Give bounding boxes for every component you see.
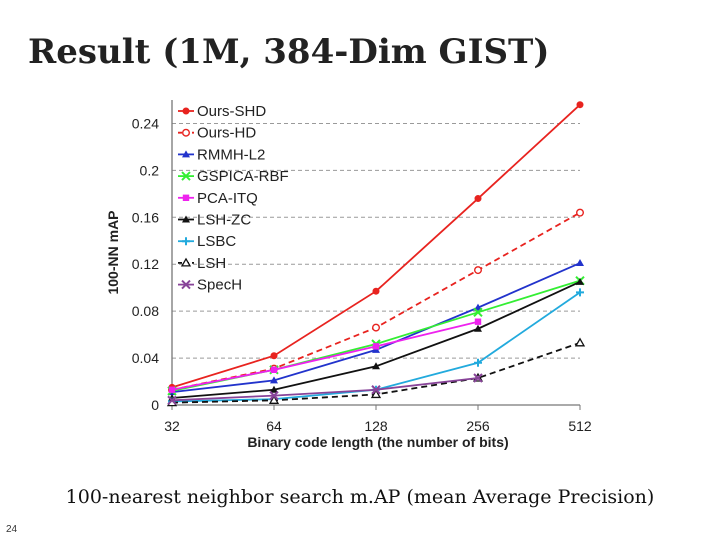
data-point — [576, 208, 585, 217]
data-point — [576, 277, 584, 285]
data-point — [473, 373, 483, 383]
legend-entry: RMMH-L2 — [178, 146, 265, 163]
x-axis-label: Binary code length (the number of bits) — [247, 434, 508, 450]
page-number: 24 — [6, 524, 18, 535]
legend-label: LSBC — [197, 233, 236, 250]
legend-marker — [182, 150, 190, 158]
y-tick-label: 0 — [151, 397, 159, 413]
legend-marker — [182, 215, 190, 223]
data-point — [270, 385, 278, 393]
y-tick-label: 0.2 — [140, 162, 160, 178]
legend-label: SpecH — [197, 277, 242, 294]
legend-entry: PCA-ITQ — [178, 190, 258, 207]
legend-entry: GSPICA-RBF — [178, 168, 289, 185]
data-point — [474, 324, 482, 332]
legend-label: Ours-HD — [197, 125, 256, 142]
grid — [172, 122, 580, 359]
legend-label: LSH-ZC — [197, 212, 251, 229]
legend-label: Ours-SHD — [197, 103, 266, 120]
y-tick-label: 0.16 — [132, 209, 159, 225]
legend: Ours-SHD Ours-HD RMMH-L2 GSPICA-RBF PCA-ITQ L… — [178, 103, 289, 294]
legend-marker — [181, 171, 191, 181]
legend-label: GSPICA-RBF — [197, 168, 289, 185]
legend-entry: LSH-ZC — [178, 212, 251, 229]
series-line — [171, 279, 581, 392]
data-point — [372, 323, 381, 332]
data-point — [268, 394, 280, 404]
y-tick-label: 0.08 — [132, 303, 159, 319]
y-tick-label: 0.12 — [132, 256, 159, 272]
data-point — [270, 366, 278, 374]
data-point — [474, 318, 482, 325]
data-point — [473, 307, 483, 318]
legend-entry: Ours-HD — [178, 125, 256, 142]
x-tick-label: 32 — [164, 418, 180, 434]
series-line — [171, 320, 479, 391]
series-lines — [166, 101, 586, 407]
data-point — [167, 395, 177, 406]
legend-marker — [182, 237, 190, 246]
legend-marker — [181, 279, 191, 290]
data-point — [372, 287, 380, 295]
legend-label: RMMH-L2 — [197, 146, 265, 163]
data-point — [574, 337, 586, 347]
axes: 0 0.04 0.08 0.12 0.16 0.2 0.24 32 64 128 256 512 Bin… — [105, 100, 592, 450]
data-point — [270, 352, 278, 360]
data-point — [576, 259, 584, 267]
data-point — [372, 362, 380, 370]
series-spech — [167, 373, 483, 406]
legend-marker — [182, 194, 190, 201]
data-point — [372, 343, 380, 350]
slide-caption: 100-nearest neighbor search m.AP (mean A… — [65, 486, 655, 508]
data-point — [168, 386, 176, 393]
data-point — [474, 358, 482, 367]
legend-marker — [180, 257, 192, 267]
series-line — [171, 377, 479, 402]
x-tick-label: 512 — [568, 418, 592, 434]
y-axis-label: 100-NN mAP — [105, 210, 121, 294]
series-lsh-zc — [168, 277, 584, 401]
data-point — [371, 385, 381, 395]
data-point — [370, 389, 382, 399]
y-tick-label: 0.04 — [132, 350, 159, 366]
legend-entry: Ours-SHD — [178, 103, 266, 120]
legend-marker — [181, 128, 190, 137]
data-point — [269, 390, 279, 401]
data-point — [474, 195, 482, 203]
data-point — [576, 101, 584, 109]
data-point — [474, 266, 483, 275]
x-tick-label: 256 — [466, 418, 490, 434]
legend-entry: LSBC — [178, 233, 236, 250]
series-pca-itq — [168, 318, 482, 393]
data-point — [576, 288, 584, 297]
legend-marker — [182, 107, 190, 115]
data-point — [270, 376, 278, 384]
legend-label: PCA-ITQ — [197, 190, 258, 207]
x-tick-label: 128 — [364, 418, 388, 434]
data-point — [474, 303, 482, 311]
legend-entry: LSH — [178, 255, 226, 272]
x-tick-label: 64 — [266, 418, 282, 434]
y-tick-label: 0.24 — [132, 115, 159, 131]
series-ours-shd — [168, 101, 584, 391]
legend-label: LSH — [197, 255, 226, 272]
legend-entry: SpecH — [178, 277, 242, 294]
slide-title: Result (1M, 384-Dim GIST) — [28, 32, 550, 72]
